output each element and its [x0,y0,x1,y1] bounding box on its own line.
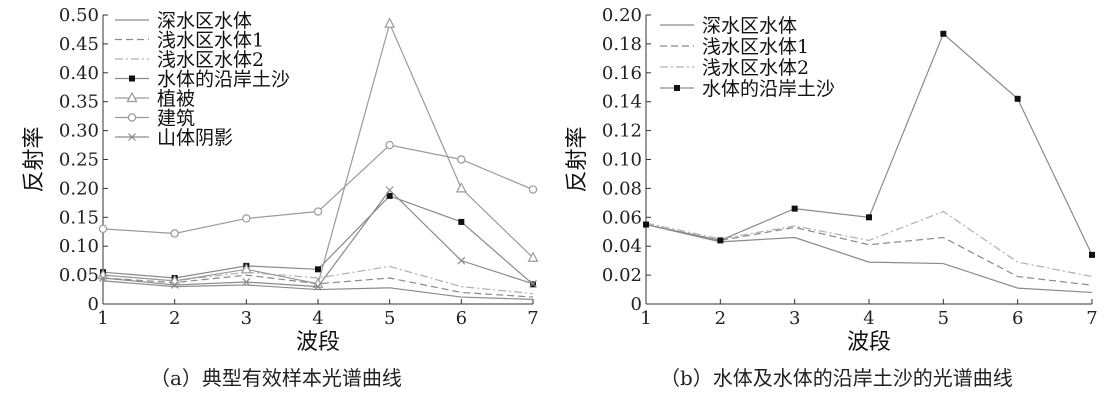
x-tick-label: 2 [715,308,726,329]
data-point [99,274,107,282]
data-point [240,263,252,274]
y-tick-label: 0.40 [59,63,99,84]
data-point [385,186,394,195]
y-tick-label: 0.02 [602,265,642,286]
legend-label: 植被 [157,88,195,110]
data-point [529,279,537,288]
legend-marker [128,133,136,141]
data-point [1089,251,1095,258]
data-point [384,17,396,28]
y-tick-label: 0.30 [59,121,99,142]
x-tick-label: 7 [527,308,538,329]
series-line [102,280,534,300]
y-tick-label: 0.20 [602,5,642,26]
legend-label: 山体阴影 [157,127,233,149]
data-point [313,207,323,216]
legend-label: 浅水区水体1 [702,36,809,58]
chart-a: 0 0.05 0.10 0.15 0.20 0.25 0.30 0.35 0.40 0.45 0.5… [22,5,539,355]
y-tick-label: 0.05 [59,265,99,286]
data-point [98,224,108,234]
y-tick-label: 0.18 [602,34,642,55]
legend-label: 深水区水体 [157,10,252,32]
x-tick-label: 7 [1086,308,1097,329]
legend-label: 深水区水体 [702,15,797,37]
y-tick-label: 0 [88,294,99,315]
y-axis-label: 反射率 [22,126,47,192]
y-tick-label: 0.25 [59,150,99,171]
x-tick-label: 5 [384,308,395,329]
x-tick-label: 3 [241,308,252,329]
x-tick-label: 4 [863,308,874,329]
legend-marker [126,91,138,103]
data-point [1014,95,1021,102]
x-tick-label: 6 [456,308,467,329]
data-point [791,205,798,212]
data-point [315,266,321,273]
y-tick-label: 0.20 [59,178,99,199]
caption-a: （a）典型有效样本光谱曲线 [150,366,402,390]
legend-label: 浅水区水体1 [157,30,264,52]
x-tick-label: 2 [169,308,180,329]
y-tick-label: 0.50 [59,5,99,26]
x-tick-label: 6 [1012,308,1023,329]
legend-label: 浅水区水体2 [157,49,264,71]
legend-label: 水体的沿岸土沙 [702,78,835,100]
y-tick-label: 0 [631,294,642,315]
data-point [457,256,466,265]
data-point [455,182,467,193]
data-point [528,185,538,194]
y-tick-label: 0.06 [602,207,642,228]
data-point [940,30,947,37]
data-point [717,237,724,244]
y-tick-label: 0.10 [59,236,99,257]
x-tick-label: 3 [789,308,800,329]
legend-marker [129,75,135,82]
x-tick-label: 1 [640,308,651,329]
y-tick-label: 0.14 [602,92,642,113]
data-point [314,282,322,291]
legend-marker [127,113,137,122]
y-axis-label: 反射率 [565,126,590,192]
data-point [170,229,179,238]
legend-label: 水体的沿岸土沙 [157,69,290,91]
data-point [242,278,251,286]
x-axis-label: 波段 [847,330,891,355]
x-axis-label: 波段 [296,330,340,355]
data-point [643,221,649,228]
y-tick-label: 0.16 [602,63,642,84]
series-line [645,223,1093,286]
y-tick-label: 0.45 [59,34,99,55]
data-point [170,281,179,289]
series-line [102,144,534,235]
legend-label: 建筑 [157,108,195,130]
data-point [458,218,465,225]
legend-marker [674,85,680,91]
data-point [386,192,393,199]
data-point [385,140,394,150]
y-tick-label: 0.35 [59,92,99,113]
data-point [527,251,539,262]
x-tick-label: 5 [938,308,949,329]
series-line [645,210,1093,278]
data-point [866,214,872,221]
y-tick-label: 0.15 [59,207,99,228]
y-tick-label: 0.10 [602,150,642,171]
y-tick-label: 0.08 [602,178,642,199]
series-line [645,223,1093,294]
x-tick-label: 4 [312,308,323,329]
y-tick-label: 0.04 [602,236,642,257]
legend-label: 浅水区水体2 [702,57,809,79]
caption-b: （b）水体及水体的沿岸土沙的光谱曲线 [660,366,1013,390]
x-tick-label: 1 [97,308,108,329]
data-point [242,214,251,223]
y-tick-label: 0.12 [602,121,642,142]
data-point [457,155,466,164]
chart-b: 0 0.02 0.04 0.06 0.08 0.10 0.12 0.14 0.16 0.18 0.2… [565,5,1098,355]
